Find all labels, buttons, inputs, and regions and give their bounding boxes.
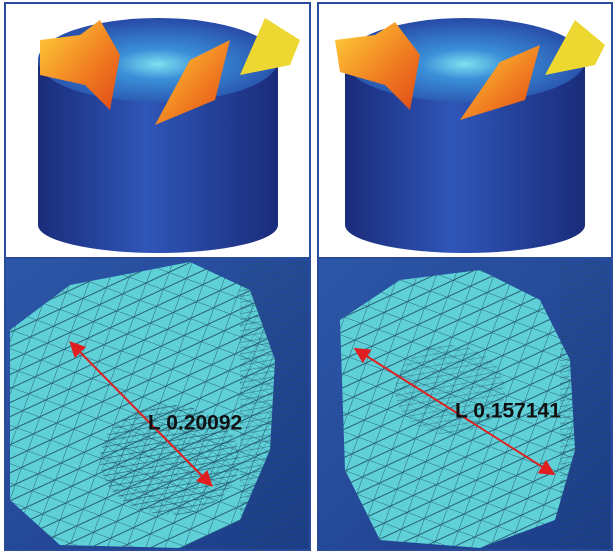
mesh-panel: L 0.157141 <box>318 258 612 550</box>
mesh-panel: L 0.20092 <box>5 258 310 550</box>
figure: L 0.20092 L 0.157141 <box>0 0 616 553</box>
measure-label: L 0.157141 <box>455 400 561 423</box>
cylinder-panel <box>5 3 310 258</box>
cylinder-panel <box>318 3 612 258</box>
measure-label: L 0.20092 <box>148 412 242 435</box>
